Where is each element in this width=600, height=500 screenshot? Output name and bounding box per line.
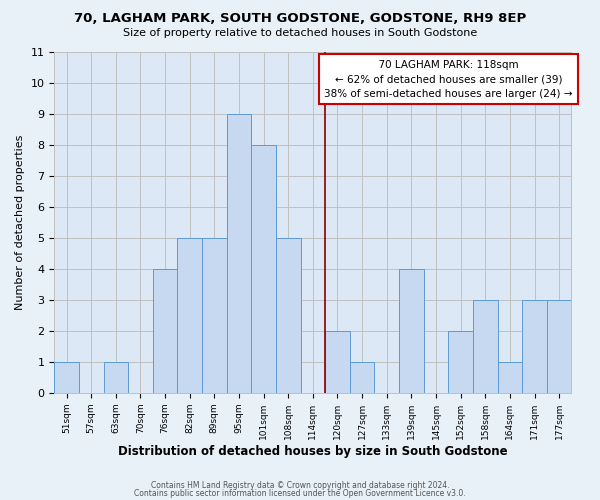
Text: 70, LAGHAM PARK, SOUTH GODSTONE, GODSTONE, RH9 8EP: 70, LAGHAM PARK, SOUTH GODSTONE, GODSTON…: [74, 12, 526, 26]
Bar: [276, 238, 301, 393]
Bar: [104, 362, 128, 393]
Bar: [54, 362, 79, 393]
Y-axis label: Number of detached properties: Number of detached properties: [15, 134, 25, 310]
Text: Contains public sector information licensed under the Open Government Licence v3: Contains public sector information licen…: [134, 488, 466, 498]
Bar: [178, 238, 202, 393]
Bar: [350, 362, 374, 393]
Text: 70 LAGHAM PARK: 118sqm  
← 62% of detached houses are smaller (39)
38% of semi-d: 70 LAGHAM PARK: 118sqm ← 62% of detached…: [324, 60, 572, 99]
Bar: [153, 268, 178, 393]
X-axis label: Distribution of detached houses by size in South Godstone: Distribution of detached houses by size …: [118, 444, 508, 458]
Bar: [448, 331, 473, 393]
Bar: [325, 331, 350, 393]
Text: Contains HM Land Registry data © Crown copyright and database right 2024.: Contains HM Land Registry data © Crown c…: [151, 481, 449, 490]
Bar: [251, 144, 276, 393]
Bar: [202, 238, 227, 393]
Bar: [473, 300, 497, 393]
Bar: [399, 268, 424, 393]
Bar: [547, 300, 571, 393]
Bar: [227, 114, 251, 393]
Bar: [522, 300, 547, 393]
Bar: [497, 362, 522, 393]
Text: Size of property relative to detached houses in South Godstone: Size of property relative to detached ho…: [123, 28, 477, 38]
